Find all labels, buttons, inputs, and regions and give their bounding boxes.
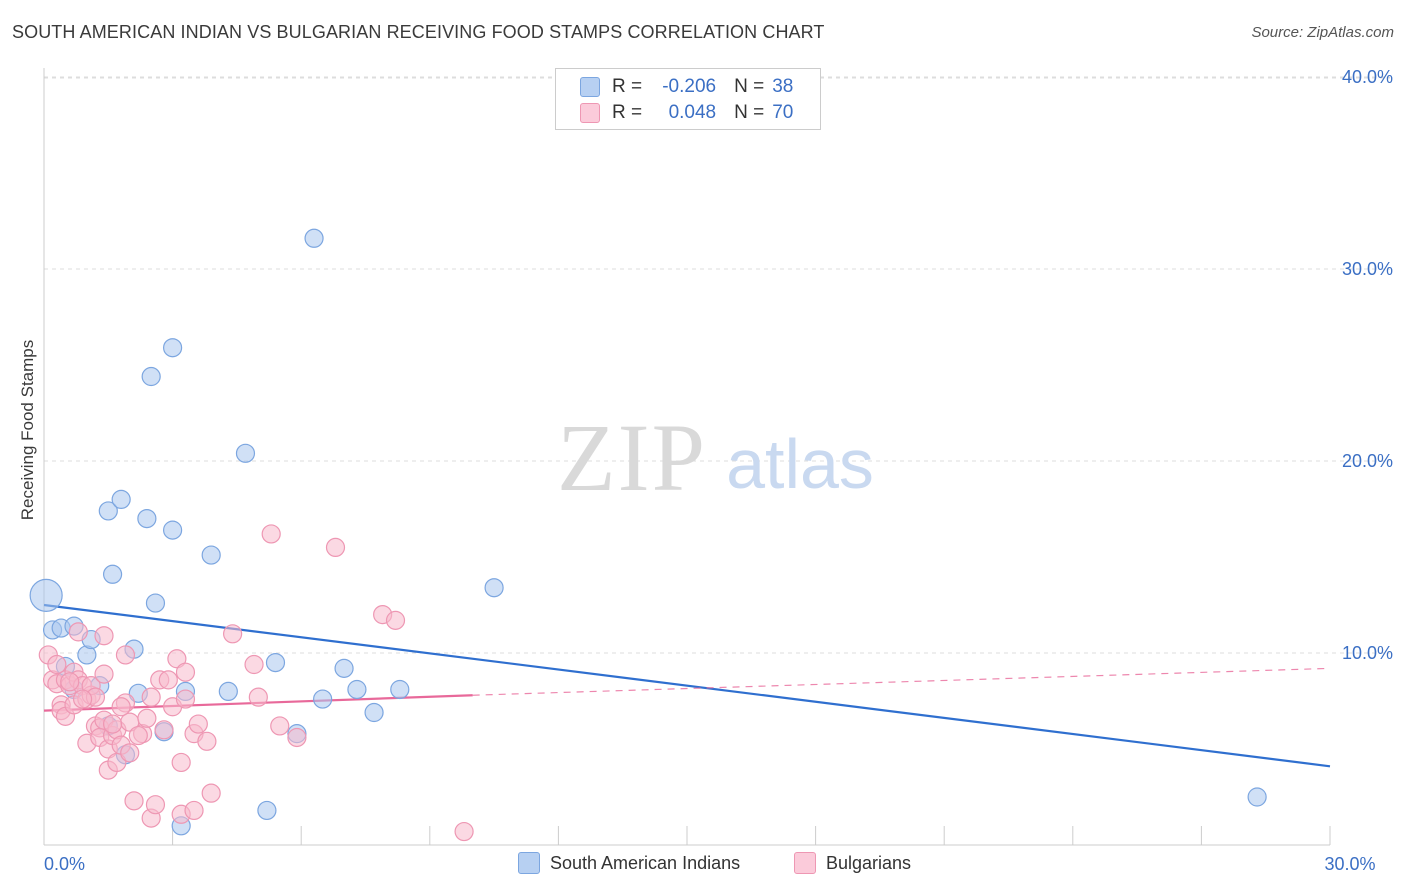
x-tick-label: 30.0% <box>1324 854 1375 874</box>
bulgarian-point <box>145 795 166 815</box>
south-american-indian-point <box>334 658 354 678</box>
legend-n-label: N = <box>734 76 765 97</box>
y-tick-label: 20.0% <box>1342 451 1393 471</box>
bulgarian-point <box>287 727 307 748</box>
bulgarian-point <box>60 672 80 692</box>
legend-swatch-pink <box>580 103 600 123</box>
y-axis-label: Receiving Food Stamps <box>18 339 37 521</box>
bulgarian-point <box>197 731 217 751</box>
legend-n-label: N = <box>734 102 765 123</box>
bulgarian-point <box>137 708 157 728</box>
bulgarian-point <box>115 645 136 665</box>
bulgarian-point <box>120 743 140 763</box>
bulgarian-point <box>68 622 88 642</box>
bulgarian-point <box>94 664 114 684</box>
legend-r-value: 0.048 <box>668 102 717 123</box>
south-american-indian-point <box>347 679 367 700</box>
watermark-atlas: atlas <box>726 425 874 503</box>
bulgarian-point <box>325 537 346 558</box>
legend-row-pink: R = 0.048 N = 70 <box>580 101 793 125</box>
bulgarian-point <box>158 670 178 690</box>
watermark-zip: ZIP <box>557 404 707 511</box>
bulgarian-trend-line-extension <box>472 667 1331 696</box>
legend-n-value: 38 <box>772 76 794 97</box>
bulgarian-point <box>175 662 196 682</box>
south-american-indian-point <box>235 443 256 463</box>
grid-layer <box>44 76 1390 654</box>
south-american-indian-point <box>265 652 286 673</box>
legend-row-blue: R = -0.206 N = 38 <box>580 75 793 99</box>
bulgarian-point <box>141 687 161 707</box>
south-american-indian-point <box>257 800 277 821</box>
bulgarian-point <box>385 610 406 630</box>
bulgarian-point <box>188 714 208 734</box>
bulgarian-point <box>223 624 243 644</box>
axis-layer <box>43 68 1331 846</box>
bulgarian-point <box>201 783 221 803</box>
south-american-indian-point <box>111 489 131 509</box>
south-american-indian-trend-line <box>43 603 1331 768</box>
bulgarian-point <box>111 697 131 717</box>
legend-swatch-blue <box>580 77 600 97</box>
labels-layer: 10.0% 20.0% 30.0% 40.0% 0.0% 30.0% <box>44 67 1393 874</box>
legend-n-value: 70 <box>772 102 794 123</box>
chart-title: SOUTH AMERICAN INDIAN VS BULGARIAN RECEI… <box>12 22 825 42</box>
south-american-indian-point <box>145 593 166 613</box>
south-american-indian-point <box>201 545 221 565</box>
bulgarian-point <box>244 654 264 675</box>
legend-r-value: -0.206 <box>662 76 717 97</box>
south-american-indian-point <box>98 501 118 521</box>
bulgarian-point <box>171 752 191 773</box>
south-american-indian-point <box>484 578 504 598</box>
points-layer <box>29 228 1267 842</box>
source-label: Source: ZipAtlas.com <box>1251 24 1394 41</box>
bulgarian-point <box>184 800 204 821</box>
legend-swatch-pink <box>794 852 816 874</box>
bulgarian-point <box>154 720 174 740</box>
legend-item-bulgarians[interactable]: Bulgarians <box>794 852 911 874</box>
bulgarian-point <box>175 689 196 709</box>
bulgarian-point <box>128 725 148 746</box>
x-tick-label: 0.0% <box>44 854 85 874</box>
south-american-indian-point <box>364 702 384 723</box>
y-tick-label: 30.0% <box>1342 259 1393 279</box>
watermark: ZIP atlas <box>557 404 874 511</box>
south-american-indian-point <box>141 366 161 387</box>
legend-r-label: R = <box>612 76 643 97</box>
south-american-indian-point <box>102 564 123 584</box>
y-tick-label: 10.0% <box>1342 643 1393 663</box>
bulgarian-point <box>102 714 123 734</box>
legend-item-label: South American Indians <box>550 852 741 873</box>
south-american-indian-point <box>390 679 410 700</box>
south-american-indian-point <box>163 520 183 540</box>
bulgarian-point <box>454 821 474 842</box>
bulgarian-point <box>47 654 67 675</box>
legend-swatch-blue <box>518 852 540 874</box>
south-american-indian-point <box>137 508 157 529</box>
south-american-indian-point <box>304 228 324 248</box>
stats-legend: R = -0.206 N = 38 R = 0.048 N = 70 <box>555 68 821 130</box>
bulgarian-point <box>248 687 268 707</box>
south-american-indian-point <box>218 681 238 702</box>
south-american-indian-point <box>29 578 63 613</box>
bulgarian-point <box>270 716 290 736</box>
south-american-indian-point <box>313 689 333 709</box>
bulgarian-point <box>261 524 281 544</box>
south-american-indian-point <box>163 338 183 358</box>
south-american-indian-point <box>1247 787 1267 807</box>
y-tick-label: 40.0% <box>1342 67 1393 87</box>
bulgarian-point <box>94 626 114 646</box>
legend-item-label: Bulgarians <box>826 852 912 873</box>
bulgarian-point <box>124 791 144 811</box>
bulgarian-point <box>167 649 187 669</box>
legend-r-label: R = <box>612 102 643 123</box>
bulgarian-point <box>72 689 93 709</box>
series-legend: South American Indians Bulgarians <box>0 852 1406 878</box>
legend-item-south-american-indians[interactable]: South American Indians <box>518 852 740 874</box>
